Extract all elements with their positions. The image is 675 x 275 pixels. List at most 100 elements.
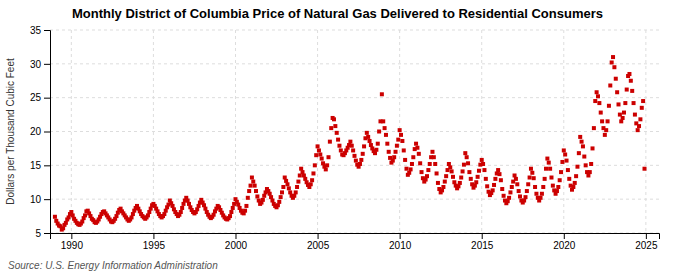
point <box>625 88 629 92</box>
y-axis-line <box>44 31 51 234</box>
point <box>544 167 548 171</box>
point <box>482 168 486 172</box>
point <box>630 89 634 93</box>
y-tick-mark <box>44 165 50 166</box>
point <box>354 159 358 163</box>
point <box>638 117 642 121</box>
y-tick: 35 <box>30 25 50 36</box>
point <box>337 144 341 148</box>
plot: 1990199520002005201020152020202551015202… <box>30 25 660 251</box>
x-tick-mark <box>71 233 72 239</box>
point <box>394 150 398 154</box>
point <box>229 210 233 214</box>
point <box>329 126 333 130</box>
y-tick-label: 30 <box>30 59 42 70</box>
point <box>574 174 578 178</box>
point <box>399 133 403 137</box>
point <box>249 184 253 188</box>
point <box>324 167 328 171</box>
point <box>610 60 614 64</box>
point <box>366 135 370 139</box>
point <box>571 185 575 189</box>
y-tick: 30 <box>30 59 50 70</box>
x-axis-line <box>51 234 660 240</box>
x-tick-mark <box>318 233 319 239</box>
point <box>476 175 480 179</box>
y-tick-label: 10 <box>30 194 42 205</box>
point <box>316 144 320 148</box>
y-grid-line <box>50 199 659 200</box>
point <box>444 174 448 178</box>
point <box>332 117 336 121</box>
point <box>231 206 235 210</box>
point <box>539 196 543 200</box>
y-tick-mark <box>44 132 50 133</box>
point <box>426 168 430 172</box>
point <box>279 195 283 199</box>
point <box>435 171 439 175</box>
point <box>359 158 363 162</box>
point <box>622 111 626 115</box>
x-tick-mark <box>153 233 154 239</box>
y-tick-label: 35 <box>30 25 42 36</box>
point <box>595 90 599 94</box>
points <box>53 55 647 232</box>
grid <box>50 30 659 233</box>
point <box>295 185 299 189</box>
y-axis-label: Dollars per Thousand Cubic Feet <box>5 58 16 205</box>
point <box>418 161 422 165</box>
point <box>377 130 381 134</box>
point <box>632 101 636 105</box>
x-tick-label: 2025 <box>635 240 658 251</box>
point <box>450 169 454 173</box>
point <box>612 65 616 69</box>
point <box>327 155 331 159</box>
point <box>336 138 340 142</box>
y-grid-line <box>50 131 659 132</box>
point <box>250 176 254 180</box>
point <box>350 144 354 148</box>
point <box>641 99 645 103</box>
y-tick: 5 <box>35 228 50 239</box>
point <box>433 162 437 166</box>
point <box>592 126 596 130</box>
point <box>465 155 469 159</box>
y-tick: 25 <box>30 92 50 103</box>
y-tick: 15 <box>30 160 50 171</box>
point <box>600 119 604 123</box>
y-grid-line <box>50 30 659 31</box>
x-tick-mark <box>235 233 236 239</box>
x-tick-label: 2020 <box>553 240 576 251</box>
point <box>333 124 337 128</box>
point <box>540 192 544 196</box>
y-grid-line <box>50 165 659 166</box>
point <box>633 113 637 117</box>
x-tick-label: 1995 <box>143 240 166 251</box>
point <box>615 90 619 94</box>
point <box>588 170 592 174</box>
x-tick-mark <box>646 233 647 239</box>
point <box>244 204 248 208</box>
point <box>517 189 521 193</box>
point <box>180 206 184 210</box>
point <box>443 180 447 184</box>
point <box>402 148 406 152</box>
point <box>53 215 57 219</box>
point <box>559 170 563 174</box>
x-tick-label: 1990 <box>61 240 84 251</box>
point <box>573 181 577 185</box>
point <box>582 155 586 159</box>
point <box>555 189 559 193</box>
point <box>395 144 399 148</box>
point <box>358 162 362 166</box>
x-tick: 2005 <box>307 233 330 251</box>
x-tick-mark <box>564 233 565 239</box>
point <box>515 182 519 186</box>
point <box>584 163 588 167</box>
point <box>463 151 467 155</box>
point <box>425 174 429 178</box>
y-tick-label: 15 <box>30 160 42 171</box>
point <box>491 188 495 192</box>
point <box>474 180 478 184</box>
point <box>563 153 567 157</box>
